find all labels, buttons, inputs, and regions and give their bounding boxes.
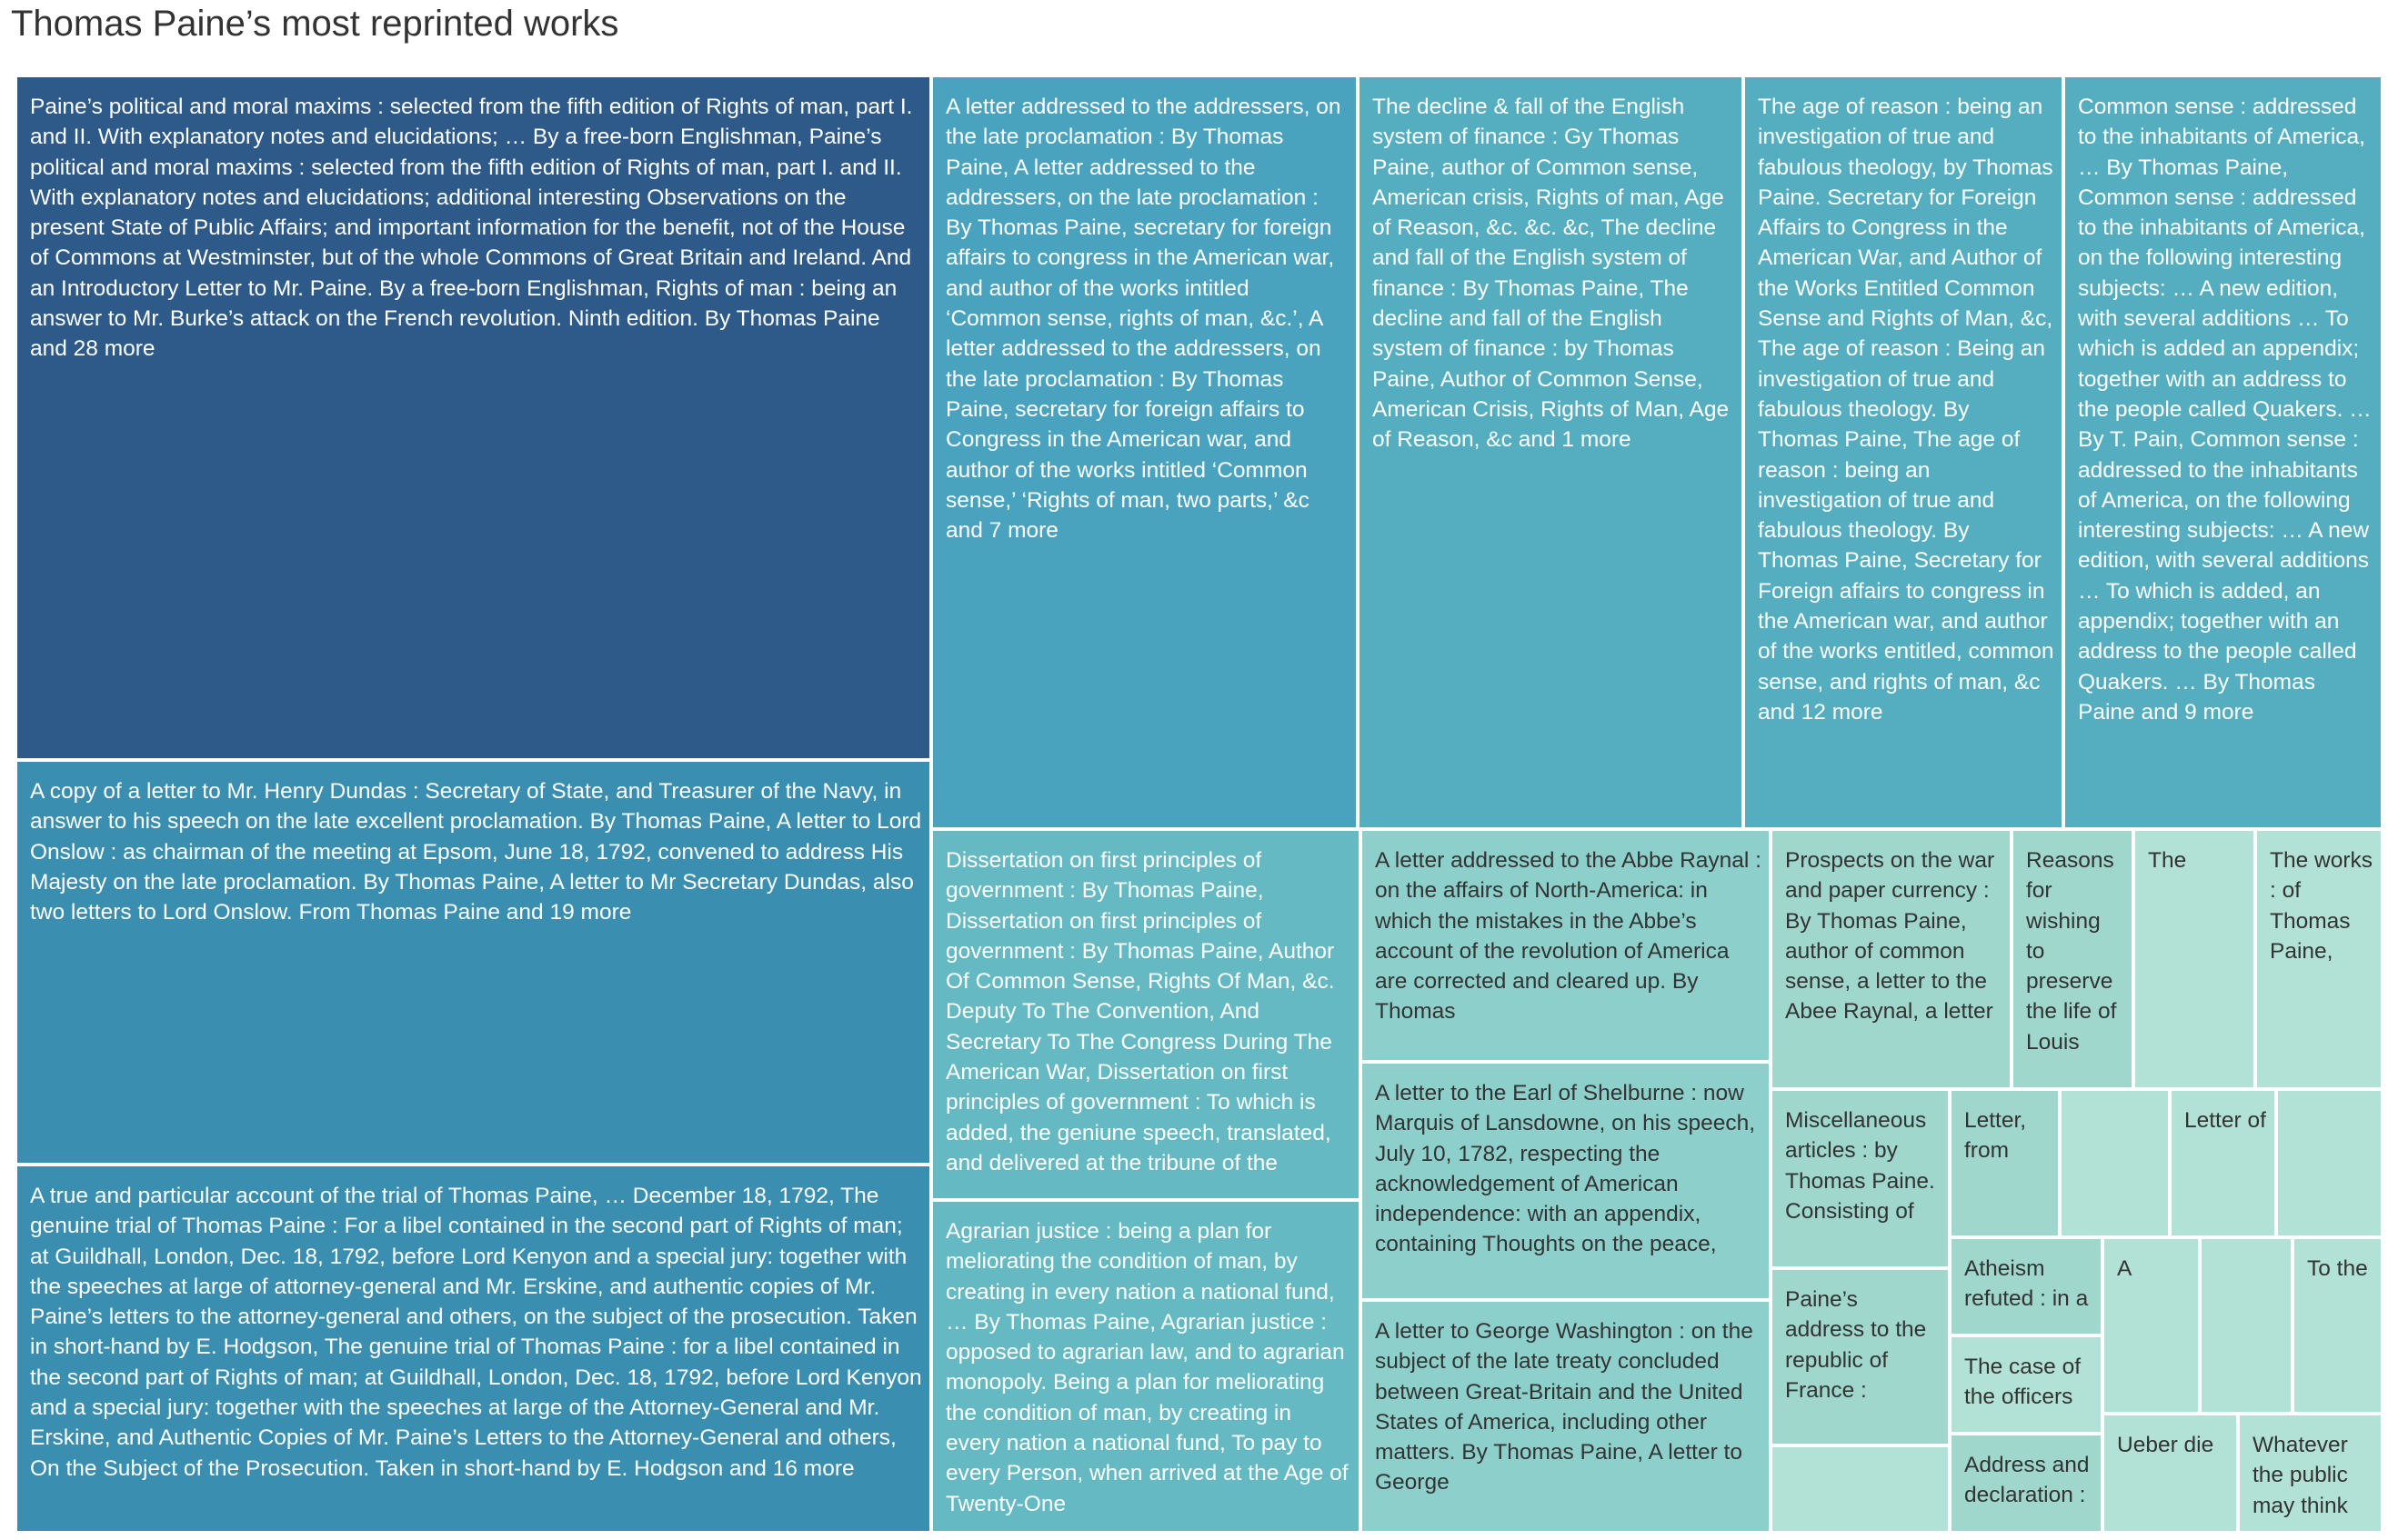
treemap-tile-label: Paine’s political and moral maxims : sel… [30, 95, 913, 362]
treemap-tile-label: Address and declaration : [1964, 1453, 2090, 1508]
treemap-tile-label: Letter of [2184, 1108, 2266, 1133]
treemap-tile[interactable]: Whatever the public may think [2238, 1414, 2383, 1533]
treemap-tile-label: A letter to the Earl of Shelburne : now … [1375, 1081, 1756, 1257]
treemap-tile[interactable]: A true and particular account of the tri… [15, 1165, 931, 1533]
treemap-tile[interactable]: The decline & fall of the English system… [1358, 75, 1743, 829]
treemap-tile[interactable]: Letter, from [1950, 1089, 2060, 1237]
treemap-tile-label: Paine’s address to the republic of Franc… [1785, 1287, 1927, 1403]
treemap-tile[interactable]: Letter of [2170, 1089, 2276, 1237]
treemap-tile-label: Common sense : addressed to the inhabita… [2078, 95, 2372, 725]
treemap-tile-label: The decline & fall of the English system… [1372, 95, 1730, 453]
treemap-tile[interactable]: The works : of Thomas Paine, [2255, 829, 2383, 1089]
treemap-tile-label [2291, 1105, 2373, 1232]
treemap-tile[interactable]: Reasons for wishing to preserve the life… [2012, 829, 2133, 1089]
treemap-tile[interactable]: A letter to the Earl of Shelburne : now … [1360, 1062, 1771, 1300]
treemap-tile[interactable]: Paine’s political and moral maxims : sel… [15, 75, 931, 760]
treemap-tile[interactable]: Atheism refuted : in a [1950, 1237, 2102, 1335]
treemap-tile-label: A letter to George Washington : on the s… [1375, 1319, 1753, 1495]
treemap-tile[interactable]: A letter addressed to the Abbe Raynal : … [1360, 829, 1771, 1062]
treemap-tile[interactable]: Miscellaneous articles : by Thomas Paine… [1771, 1089, 1950, 1268]
treemap-tile[interactable] [2276, 1089, 2383, 1237]
treemap-tile[interactable]: A copy of a letter to Mr. Henry Dundas :… [15, 760, 931, 1165]
treemap-tile-label: A copy of a letter to Mr. Henry Dundas :… [30, 779, 922, 925]
treemap-tile[interactable] [2060, 1089, 2170, 1237]
treemap-tile[interactable] [1771, 1445, 1950, 1533]
treemap-tile[interactable]: Address and declaration : [1950, 1434, 2102, 1533]
treemap-tile-label: To the [2307, 1256, 2368, 1281]
treemap-tile-label: The case of the officers [1964, 1355, 2082, 1410]
treemap-tile-label: A letter addressed to the addressers, on… [946, 95, 1341, 544]
treemap-tile[interactable]: Paine’s address to the republic of Franc… [1771, 1268, 1950, 1445]
treemap-tile[interactable]: Ueber die [2102, 1414, 2238, 1533]
treemap-tile[interactable]: The [2133, 829, 2255, 1089]
treemap-tile-label: A letter addressed to the Abbe Raynal : … [1375, 848, 1761, 1025]
treemap-tile-label: Reasons for wishing to preserve the life… [2026, 848, 2117, 1055]
treemap-tile-label: Prospects on the war and paper currency … [1785, 848, 1995, 1025]
treemap-tile[interactable]: Common sense : addressed to the inhabita… [2063, 75, 2383, 829]
treemap-tile-label: Agrarian justice : being a plan for meli… [946, 1219, 1349, 1516]
treemap-tile-label: A true and particular account of the tri… [30, 1184, 922, 1481]
treemap-tile[interactable]: A letter to George Washington : on the s… [1360, 1300, 1771, 1533]
treemap-tile-label: A [2117, 1256, 2132, 1281]
treemap-tile-label: Miscellaneous articles : by Thomas Paine… [1785, 1108, 1935, 1224]
treemap-tile-label [2074, 1105, 2161, 1232]
treemap-tile[interactable]: The case of the officers [1950, 1335, 2102, 1434]
treemap-tile-label: The works : of Thomas Paine, [2270, 848, 2373, 964]
treemap-tile-label: The age of reason : being an investigati… [1758, 95, 2054, 725]
treemap-tile[interactable]: Prospects on the war and paper currency … [1771, 829, 2012, 1089]
treemap-tile-label [1785, 1462, 1941, 1527]
treemap-tile[interactable]: To the [2293, 1237, 2383, 1414]
treemap-tile[interactable]: A [2102, 1237, 2200, 1414]
treemap-tile-label: Atheism refuted : in a [1964, 1256, 2089, 1312]
treemap-tile[interactable]: A letter addressed to the addressers, on… [931, 75, 1358, 829]
treemap-tile[interactable] [2200, 1237, 2293, 1414]
treemap-tile-label: Letter, from [1964, 1108, 2027, 1164]
treemap-tile-label: The [2148, 848, 2187, 873]
treemap-tile[interactable]: Agrarian justice : being a plan for meli… [931, 1200, 1360, 1533]
treemap-tile-label [2214, 1254, 2283, 1408]
treemap-tile-label: Whatever the public may think [2253, 1433, 2348, 1518]
treemap-tile-label: Dissertation on first principles of gove… [946, 848, 1335, 1175]
treemap-tile[interactable]: The age of reason : being an investigati… [1743, 75, 2063, 829]
treemap-tile-label: Ueber die [2117, 1433, 2214, 1457]
chart-title: Thomas Paine’s most reprinted works [11, 4, 619, 44]
treemap-tile[interactable]: Dissertation on first principles of gove… [931, 829, 1360, 1200]
